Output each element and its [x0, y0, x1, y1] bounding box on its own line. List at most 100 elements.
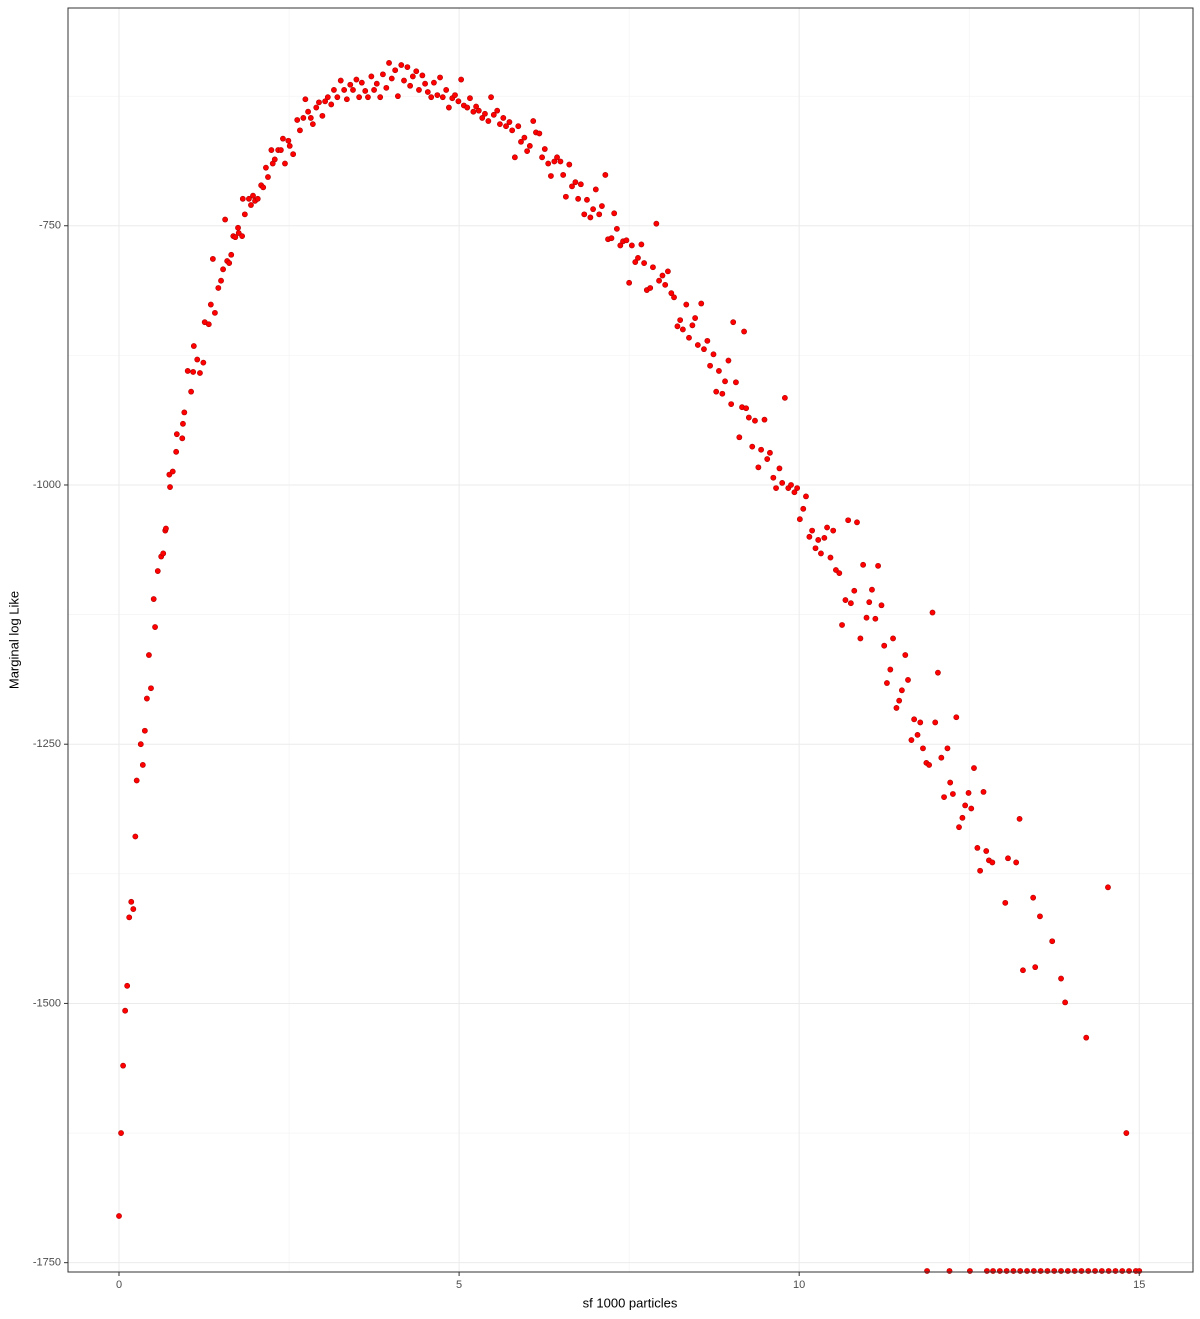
point	[239, 195, 246, 202]
point	[307, 115, 314, 121]
point	[500, 115, 507, 121]
point	[926, 762, 932, 768]
point	[551, 158, 558, 165]
point	[596, 211, 603, 218]
point	[800, 505, 807, 512]
point	[207, 301, 214, 308]
point	[133, 777, 140, 784]
point	[854, 519, 860, 526]
point	[1032, 964, 1039, 971]
point	[983, 848, 990, 854]
point	[602, 172, 609, 178]
point	[722, 378, 728, 385]
point	[1058, 975, 1064, 982]
point	[118, 1130, 124, 1136]
point	[362, 88, 369, 94]
point	[250, 192, 256, 199]
point	[758, 446, 764, 453]
point	[1064, 1268, 1071, 1274]
point	[316, 99, 322, 106]
point	[1049, 938, 1056, 945]
plot-panel	[68, 8, 1193, 1272]
point	[725, 357, 732, 364]
point	[503, 123, 509, 130]
point	[875, 562, 881, 569]
point	[626, 279, 633, 286]
point	[608, 235, 615, 242]
point	[770, 474, 777, 481]
point	[791, 489, 798, 496]
point	[560, 172, 567, 178]
point	[248, 202, 254, 208]
point	[490, 111, 497, 118]
point	[977, 867, 984, 874]
point	[1003, 1268, 1010, 1274]
point	[730, 319, 737, 326]
point	[974, 845, 981, 851]
point	[679, 326, 686, 333]
point	[443, 87, 450, 93]
point	[509, 127, 516, 134]
point	[475, 107, 482, 114]
point	[511, 154, 518, 161]
x-tick-label: 15	[1133, 1279, 1145, 1291]
point	[380, 71, 386, 78]
point	[309, 121, 316, 128]
point	[851, 587, 858, 594]
point	[526, 143, 533, 149]
point	[898, 687, 905, 694]
point	[917, 719, 924, 726]
point	[836, 570, 843, 577]
point	[890, 635, 896, 642]
point	[209, 256, 216, 262]
point	[1005, 855, 1011, 862]
point	[781, 394, 788, 401]
point	[220, 266, 226, 273]
point	[392, 67, 399, 74]
point	[197, 370, 203, 376]
point	[1024, 1268, 1030, 1274]
point	[1098, 1268, 1105, 1274]
point	[592, 186, 599, 193]
point	[613, 225, 620, 232]
point	[911, 716, 918, 723]
y-tick-label: -1750	[33, 1257, 61, 1269]
point	[120, 1062, 126, 1069]
point	[842, 597, 849, 603]
point	[924, 1268, 930, 1274]
point	[704, 337, 711, 344]
point	[331, 87, 337, 93]
point	[1037, 913, 1043, 920]
point	[232, 234, 239, 241]
point	[122, 1007, 129, 1014]
point	[160, 550, 167, 557]
point	[755, 464, 762, 471]
point	[713, 388, 720, 395]
point	[228, 251, 235, 258]
point	[860, 561, 867, 568]
point	[1010, 1268, 1017, 1274]
point	[148, 685, 154, 692]
point	[776, 465, 783, 472]
point	[984, 1268, 990, 1274]
point	[388, 75, 395, 82]
point	[821, 534, 828, 541]
point	[893, 705, 900, 711]
point	[815, 537, 822, 543]
point	[152, 624, 158, 630]
point	[470, 108, 477, 115]
point	[365, 94, 371, 101]
point	[371, 87, 377, 93]
point	[869, 586, 875, 593]
point	[521, 134, 528, 141]
point	[302, 96, 309, 103]
point	[347, 81, 354, 88]
point	[959, 814, 966, 821]
point	[577, 181, 584, 188]
point	[562, 193, 569, 200]
point	[938, 754, 945, 761]
point	[967, 1268, 973, 1274]
point	[416, 87, 422, 93]
